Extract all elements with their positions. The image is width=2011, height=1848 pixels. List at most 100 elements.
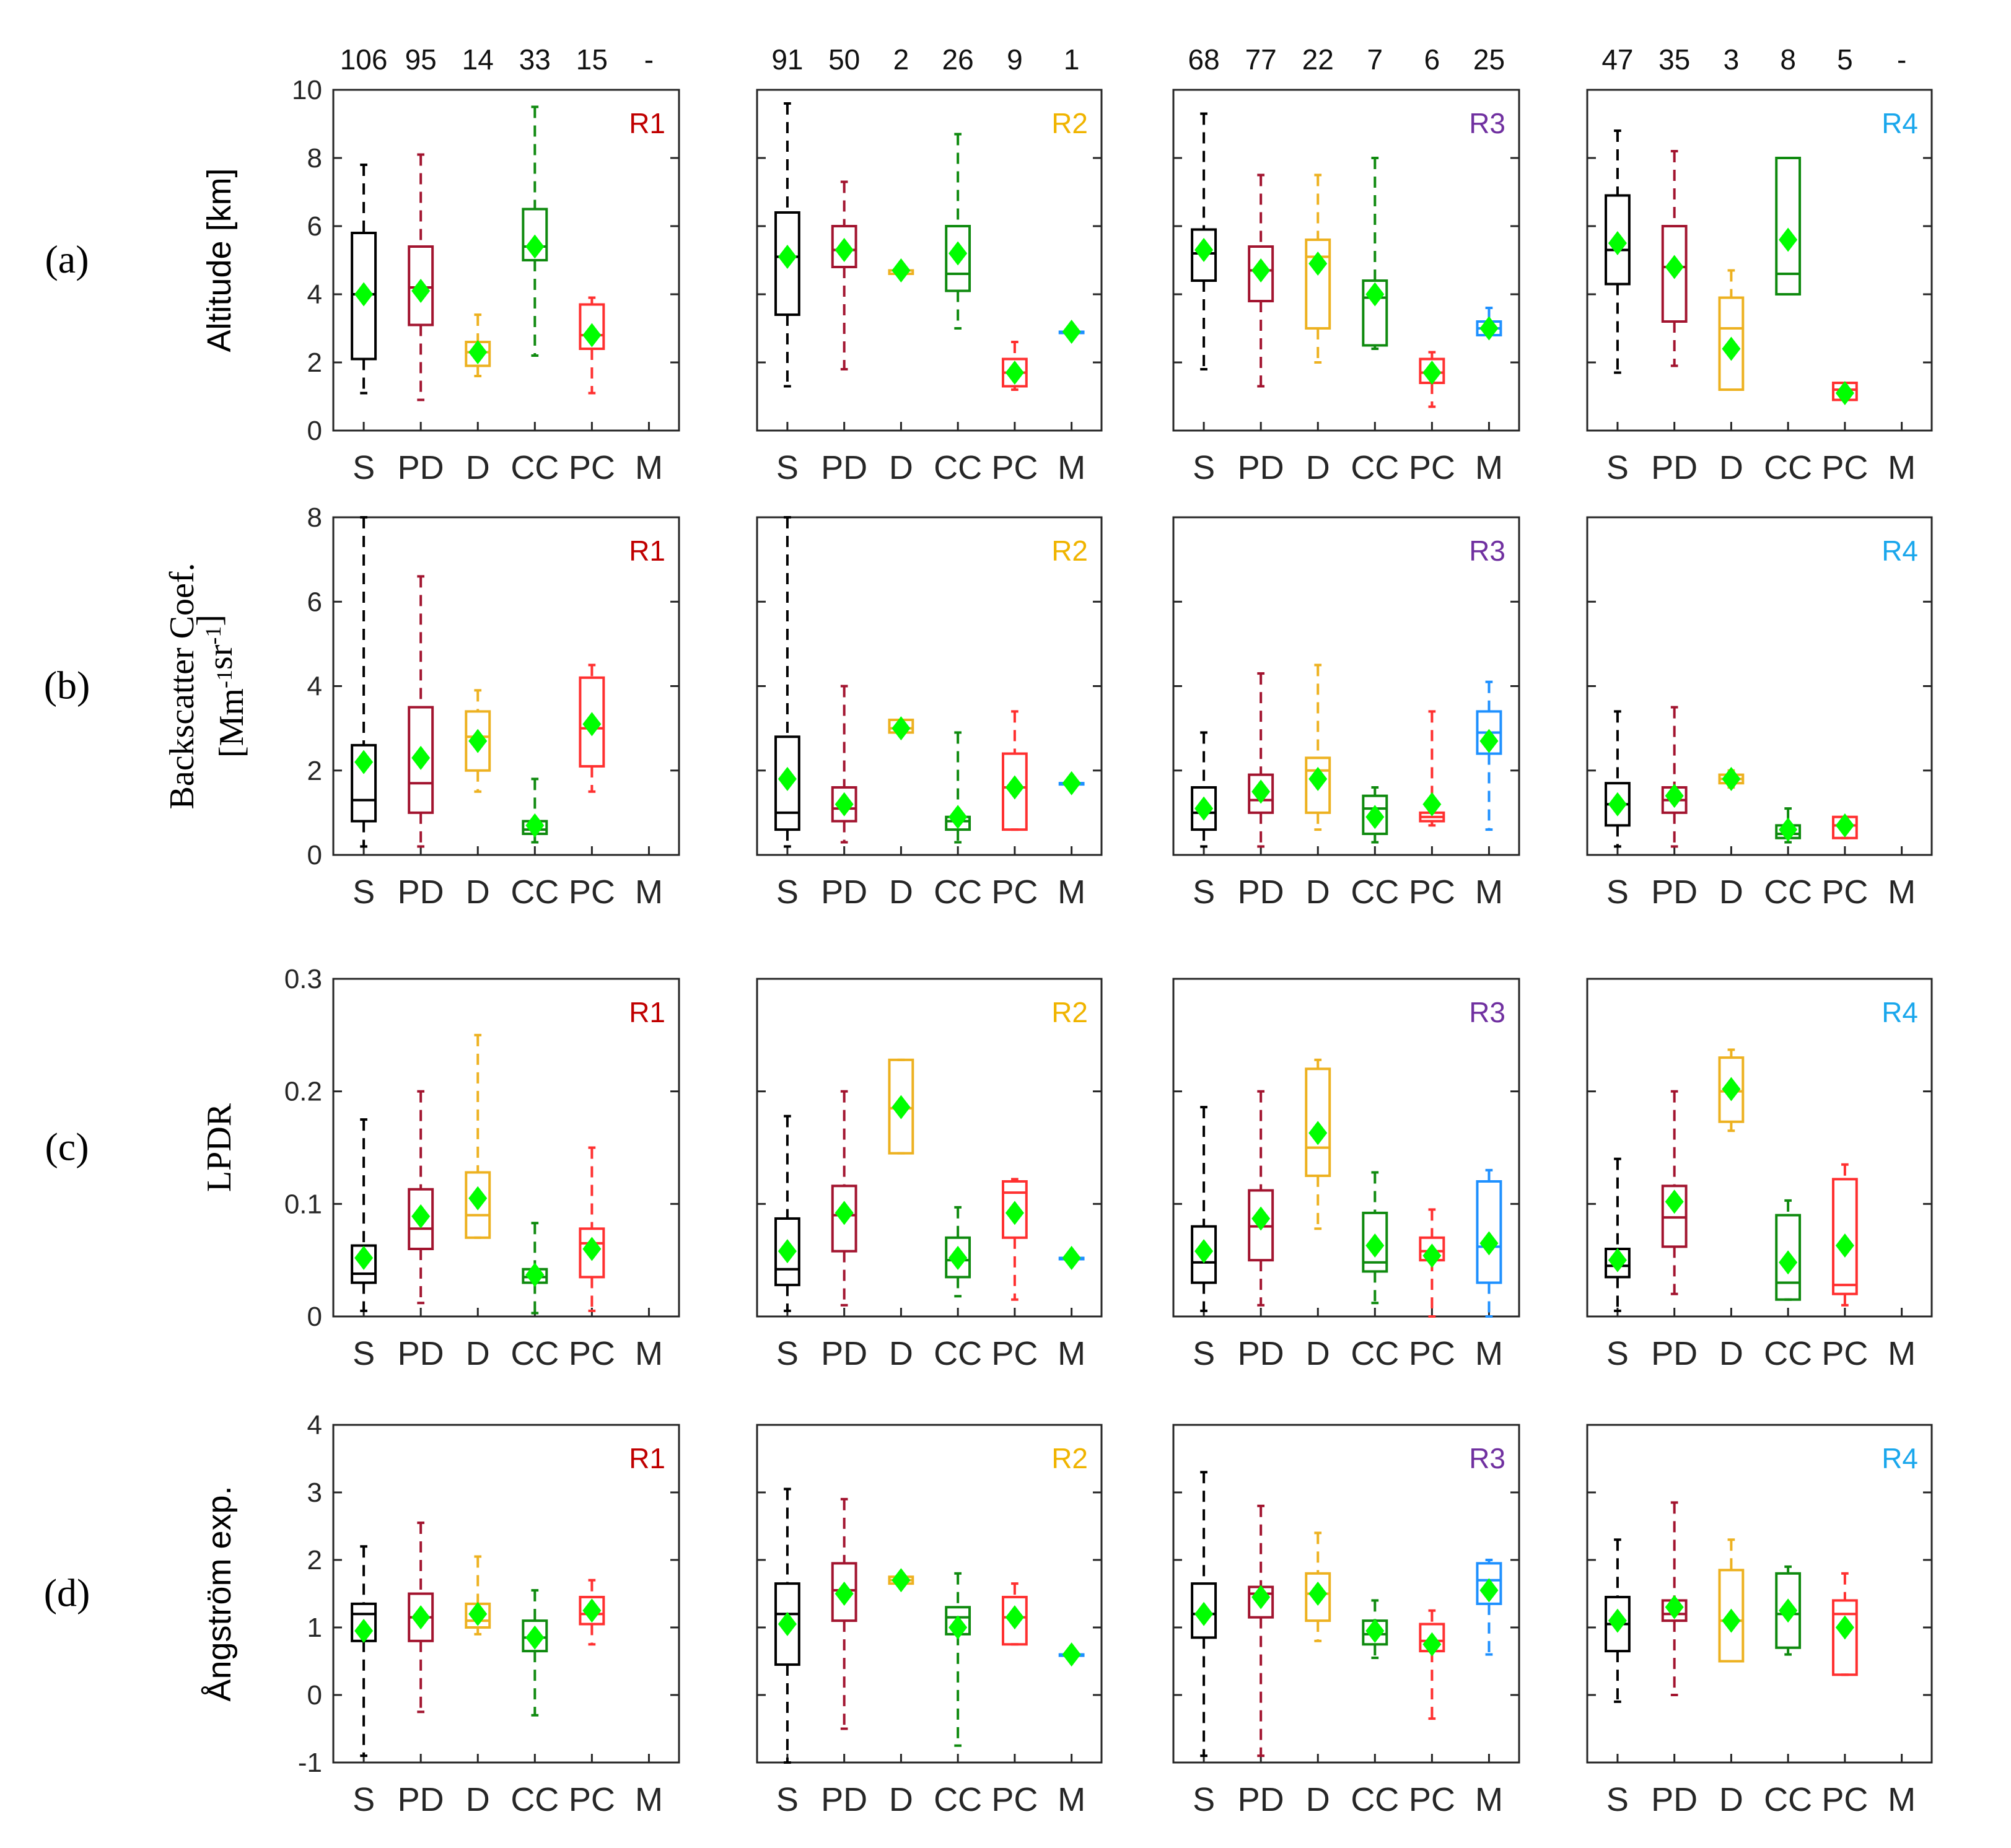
y-tick-label: 0	[307, 416, 322, 446]
box-iqr	[1305, 1572, 1331, 1622]
mean-marker	[1422, 361, 1442, 385]
box-CC	[945, 1572, 971, 1747]
box-PC	[1419, 710, 1445, 827]
mean-marker	[835, 1201, 854, 1225]
box-PD	[408, 575, 434, 848]
box-M	[1476, 680, 1502, 831]
mean-marker	[468, 1601, 488, 1626]
y-tick-label: 0.1	[284, 1189, 322, 1219]
mean-marker	[525, 1263, 545, 1287]
mean-marker	[892, 258, 911, 282]
mean-marker	[1722, 766, 1741, 791]
box-PC	[1831, 1572, 1858, 1676]
mean-marker	[949, 1615, 968, 1640]
box-iqr	[831, 1562, 857, 1622]
y-tick-label: 6	[307, 587, 322, 617]
y-axis-label: Ångström exp.	[201, 1486, 238, 1701]
plot-frame	[756, 978, 1103, 1318]
x-tick-label: M	[1475, 1335, 1503, 1372]
x-tick-label: CC	[510, 449, 559, 486]
mean-marker	[1308, 1582, 1328, 1606]
count-label: -	[1897, 43, 1906, 76]
box-D	[1718, 1048, 1745, 1132]
x-tick-label: PD	[398, 1335, 444, 1372]
box-PD	[408, 153, 434, 401]
box-iqr	[1191, 786, 1217, 831]
count-label: 25	[1473, 43, 1505, 76]
mean-marker	[1779, 1250, 1798, 1275]
mean-marker	[525, 1625, 545, 1650]
x-tick-label: PD	[398, 449, 444, 486]
mean-marker	[468, 340, 488, 364]
x-tick-label: S	[1193, 1781, 1215, 1818]
mean-marker	[1608, 1248, 1627, 1272]
count-label: 7	[1367, 43, 1383, 76]
mean-marker	[468, 729, 488, 753]
count-label: 1	[1064, 43, 1080, 76]
count-label: 22	[1302, 43, 1334, 76]
y-tick-label: 2	[307, 1545, 322, 1575]
box-iqr	[1248, 245, 1274, 302]
x-tick-label: CC	[1764, 449, 1812, 486]
box-D	[465, 689, 491, 793]
box-CC	[1362, 1599, 1388, 1660]
box-iqr	[1191, 1582, 1217, 1639]
region-label: R2	[1051, 1442, 1088, 1474]
count-label: 9	[1007, 43, 1023, 76]
region-label: R1	[629, 996, 665, 1028]
box-D	[1305, 173, 1331, 364]
box-PC	[1419, 1208, 1445, 1318]
x-tick-label: S	[1193, 449, 1215, 486]
region-label: R3	[1469, 535, 1505, 567]
y-tick-label: 0	[307, 840, 322, 870]
x-tick-label: S	[353, 449, 375, 486]
mean-marker	[778, 1612, 797, 1637]
x-tick-label: S	[1606, 1781, 1629, 1818]
x-tick-label: D	[889, 874, 913, 911]
count-label: 14	[462, 43, 494, 76]
panel-label: (d)	[44, 1571, 90, 1615]
box-iqr	[1001, 752, 1028, 831]
region-label: R2	[1051, 107, 1088, 139]
box-iqr	[351, 743, 377, 823]
panel-a-R2: S PD D CC PC M R2	[756, 89, 1103, 486]
y-tick-label: -1	[298, 1748, 322, 1778]
box-D	[888, 258, 914, 282]
box-PC	[1831, 381, 1858, 405]
box-PD	[831, 685, 857, 844]
box-iqr	[1775, 1214, 1802, 1301]
box-CC	[945, 133, 971, 330]
x-tick-label: D	[889, 1335, 913, 1372]
box-iqr	[888, 1058, 914, 1155]
x-tick-label: PC	[1821, 1335, 1868, 1372]
plot-frame	[1586, 89, 1933, 432]
mean-marker	[1722, 336, 1741, 361]
box-D	[888, 1058, 914, 1155]
mean-marker	[1365, 282, 1385, 307]
box-PD	[1248, 1504, 1274, 1758]
panel-c-R4: S PD D CC PC M R4	[1586, 978, 1933, 1372]
y-tick-label: 0.3	[284, 964, 322, 994]
mean-marker	[835, 1582, 854, 1606]
plot-frame	[756, 1424, 1103, 1764]
box-D	[465, 1555, 491, 1636]
mean-marker	[1835, 1615, 1854, 1640]
box-S	[1605, 1538, 1631, 1703]
plot-frame	[1586, 516, 1933, 856]
x-tick-label: CC	[510, 874, 559, 911]
box-iqr	[774, 1582, 800, 1666]
y-axis-label: Backscatter Coef.	[163, 563, 201, 809]
box-iqr	[1305, 1067, 1331, 1177]
x-tick-label: PD	[1238, 1781, 1284, 1818]
region-label: R4	[1882, 535, 1918, 567]
box-M	[1058, 320, 1085, 344]
x-tick-label: PD	[821, 449, 867, 486]
mean-marker	[1251, 779, 1271, 804]
count-label: 35	[1658, 43, 1690, 76]
plot-frame	[332, 978, 680, 1318]
region-label: R2	[1051, 996, 1088, 1028]
mean-marker	[1608, 231, 1627, 255]
box-D	[1718, 269, 1745, 391]
x-tick-label: PC	[569, 874, 615, 911]
mean-marker	[1779, 817, 1798, 842]
